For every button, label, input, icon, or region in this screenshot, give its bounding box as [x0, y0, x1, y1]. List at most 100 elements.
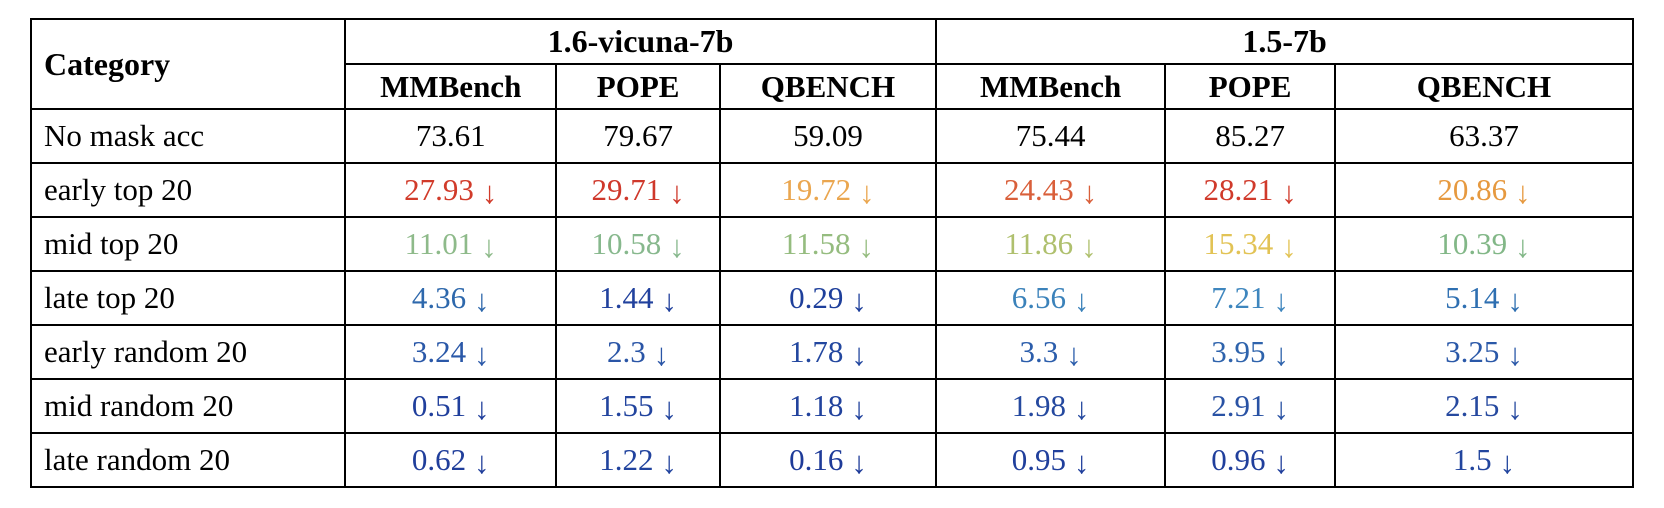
- down-arrow-icon: ↓: [661, 445, 678, 480]
- down-arrow-icon: ↓: [851, 337, 867, 372]
- down-arrow-icon: ↓: [474, 445, 490, 480]
- metric-value: 11.58: [781, 226, 851, 261]
- down-arrow-icon: ↓: [1507, 391, 1523, 426]
- down-arrow-icon: ↓: [1507, 283, 1523, 318]
- metric-value: 3.95: [1211, 334, 1266, 369]
- metric-value: 6.56: [1011, 280, 1066, 315]
- metric-value: 59.09: [793, 118, 863, 153]
- metric-cell: 0.51 ↓: [343, 378, 558, 434]
- metric-value: 3.3: [1019, 334, 1059, 369]
- metric-cell: 11.86 ↓: [935, 216, 1167, 272]
- metric-cell: 5.14 ↓: [1333, 270, 1635, 326]
- down-arrow-icon: ↓: [1074, 283, 1090, 318]
- metric-value: 79.67: [603, 118, 673, 153]
- metric-value: 1.5: [1452, 442, 1492, 477]
- down-arrow-icon: ↓: [1273, 283, 1289, 318]
- row-category: mid top 20: [30, 216, 346, 272]
- down-arrow-icon: ↓: [858, 229, 875, 264]
- down-arrow-icon: ↓: [474, 391, 490, 426]
- down-arrow-icon: ↓: [1515, 229, 1531, 264]
- model-group-header: 1.6-vicuna-7b: [343, 18, 938, 65]
- row-category: early random 20: [30, 324, 346, 380]
- down-arrow-icon: ↓: [481, 229, 497, 264]
- table-row: mid top 20 11.01 ↓ 10.58 ↓ 11.58 ↓ 11.86 ↓ 1…: [30, 216, 1635, 272]
- metric-value: 20.86: [1437, 172, 1508, 207]
- down-arrow-icon: ↓: [474, 337, 490, 372]
- metric-cell: 3.24 ↓: [343, 324, 558, 380]
- metric-value: 2.91: [1211, 388, 1266, 423]
- metric-value: 11.01: [404, 226, 474, 261]
- metric-cell: 11.01 ↓: [343, 216, 558, 272]
- metric-cell: 10.58 ↓: [555, 216, 721, 272]
- metric-value: 2.3: [607, 334, 646, 369]
- metric-cell: 27.93 ↓: [343, 162, 558, 218]
- metric-value: 10.58: [591, 226, 662, 261]
- metric-value: 4.36: [411, 280, 467, 315]
- column-header: POPE: [1164, 63, 1336, 110]
- down-arrow-icon: ↓: [481, 175, 498, 210]
- down-arrow-icon: ↓: [653, 337, 670, 372]
- down-arrow-icon: ↓: [669, 175, 685, 210]
- metric-value: 0.62: [411, 442, 467, 477]
- metric-value: 5.14: [1445, 280, 1500, 315]
- metric-cell: 19.72 ↓: [718, 162, 938, 218]
- metric-cell: 1.18 ↓: [718, 378, 938, 434]
- metric-cell: 2.3 ↓: [555, 324, 721, 380]
- metric-cell: 15.34 ↓: [1164, 216, 1336, 272]
- metric-value: 28.21: [1203, 172, 1274, 207]
- metric-value: 24.43: [1004, 172, 1074, 207]
- metric-value: 73.61: [415, 118, 486, 153]
- metric-value: 3.25: [1445, 334, 1500, 369]
- metric-cell: 59.09: [718, 108, 938, 164]
- metric-cell: 29.71 ↓: [555, 162, 721, 218]
- table-row: late random 20 0.62 ↓ 1.22 ↓ 0.16 ↓ 0.95 ↓ 0…: [30, 432, 1635, 488]
- down-arrow-icon: ↓: [669, 229, 685, 264]
- column-header-row: MMBench POPE QBENCH MMBench POPE QBENCH: [31, 63, 1635, 110]
- table-row: early random 20 3.24 ↓ 2.3 ↓ 1.78 ↓ 3.3 ↓ 3.…: [30, 324, 1635, 380]
- down-arrow-icon: ↓: [1074, 391, 1090, 426]
- metric-cell: 3.25 ↓: [1333, 324, 1635, 380]
- down-arrow-icon: ↓: [851, 283, 867, 318]
- metric-value: 75.44: [1015, 118, 1086, 153]
- down-arrow-icon: ↓: [1515, 175, 1531, 210]
- down-arrow-icon: ↓: [1066, 337, 1082, 372]
- down-arrow-icon: ↓: [1074, 445, 1090, 480]
- metric-value: 1.22: [599, 442, 654, 477]
- metric-cell: 79.67: [555, 108, 721, 164]
- row-category: early top 20: [30, 162, 346, 218]
- model-group-header: 1.5-7b: [935, 18, 1634, 65]
- metric-value: 29.71: [591, 172, 662, 207]
- down-arrow-icon: ↓: [1281, 229, 1297, 264]
- down-arrow-icon: ↓: [851, 445, 867, 480]
- metric-cell: 0.95 ↓: [935, 432, 1167, 488]
- metric-value: 0.29: [789, 280, 844, 315]
- metric-value: 1.55: [599, 388, 654, 423]
- table-row: late top 20 4.36 ↓ 1.44 ↓ 0.29 ↓ 6.56 ↓ 7.21…: [30, 270, 1635, 326]
- metric-cell: 24.43 ↓: [935, 162, 1167, 218]
- metric-cell: 1.5 ↓: [1333, 432, 1635, 488]
- metric-value: 0.16: [789, 442, 844, 477]
- metric-cell: 1.22 ↓: [555, 432, 721, 488]
- metric-value: 1.98: [1011, 388, 1066, 423]
- down-arrow-icon: ↓: [1273, 391, 1289, 426]
- table-row: No mask acc 73.61 79.67 59.09 75.44 85.2…: [30, 108, 1635, 164]
- metric-value: 0.51: [411, 388, 467, 423]
- metric-value: 11.86: [1004, 226, 1074, 261]
- down-arrow-icon: ↓: [851, 391, 867, 426]
- metric-cell: 3.3 ↓: [935, 324, 1167, 380]
- metric-cell: 7.21 ↓: [1164, 270, 1336, 326]
- metric-value: 27.93: [404, 172, 474, 207]
- down-arrow-icon: ↓: [1507, 337, 1523, 372]
- down-arrow-icon: ↓: [661, 391, 678, 426]
- group-header-row: Category 1.6-vicuna-7b 1.5-7b: [30, 18, 1634, 110]
- metric-value: 2.15: [1445, 388, 1500, 423]
- metric-value: 15.34: [1203, 226, 1274, 261]
- down-arrow-icon: ↓: [859, 175, 875, 210]
- column-header: POPE: [555, 63, 721, 110]
- metric-cell: 28.21 ↓: [1164, 162, 1336, 218]
- metric-cell: 0.62 ↓: [343, 432, 558, 488]
- metric-cell: 0.16 ↓: [718, 432, 938, 488]
- metric-cell: 1.98 ↓: [935, 378, 1167, 434]
- metric-cell: 2.91 ↓: [1164, 378, 1336, 434]
- metric-cell: 4.36 ↓: [343, 270, 558, 326]
